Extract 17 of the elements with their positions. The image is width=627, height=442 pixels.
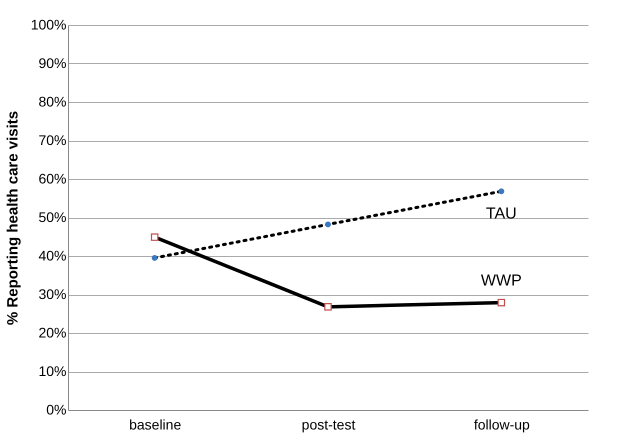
y-tick-label: 10%	[38, 363, 66, 379]
series-label: WWP	[480, 272, 522, 290]
y-tick-label: 100%	[30, 16, 66, 32]
y-tick-label: 70%	[38, 132, 66, 148]
y-tick-label: 40%	[38, 248, 66, 264]
x-tick-label: baseline	[129, 416, 182, 432]
x-tick-label: post-test	[302, 416, 356, 432]
y-tick-label: 90%	[38, 55, 66, 71]
y-tick-label: 50%	[38, 209, 66, 225]
y-tick-label: 30%	[38, 286, 66, 302]
y-tick-label: 80%	[38, 94, 66, 110]
y-tick-label: 60%	[38, 170, 66, 186]
y-tick-label: 20%	[38, 324, 66, 340]
y-axis-title: % Reporting health care visits	[4, 110, 22, 326]
y-tick-label: 0%	[46, 402, 66, 418]
series-label: TAU	[486, 205, 517, 222]
x-tick-label: follow-up	[474, 416, 530, 432]
